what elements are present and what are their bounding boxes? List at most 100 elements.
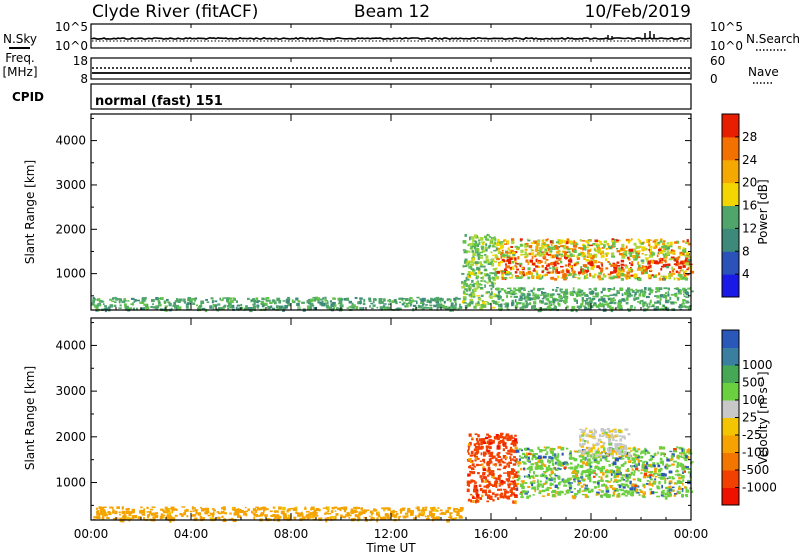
echo-cell [531, 252, 535, 256]
echo-cell [626, 490, 630, 494]
echo-cell [573, 478, 576, 481]
echo-cell [649, 239, 652, 241]
echo-cell [637, 267, 642, 269]
echo-cell [621, 435, 626, 439]
echo-cell [502, 448, 505, 452]
echo-cell [405, 515, 409, 518]
echo-cell [538, 277, 542, 280]
echo-cell [567, 477, 571, 481]
echo-cell [369, 305, 371, 308]
echo-cell [276, 514, 279, 517]
echo-cell [535, 253, 537, 257]
echo-cell [334, 515, 337, 518]
echo-cell [539, 250, 542, 253]
echo-cell [432, 506, 436, 510]
echo-cell [455, 297, 458, 300]
echo-cell [211, 300, 214, 304]
echo-cell [505, 456, 508, 459]
echo-cell [477, 472, 480, 475]
echo-cell [495, 477, 498, 481]
echo-cell [482, 301, 485, 305]
echo-cell [489, 442, 493, 445]
echo-cell [530, 289, 533, 293]
echo-cell [605, 248, 608, 250]
echo-cell [618, 239, 621, 242]
echo-cell [528, 475, 531, 480]
echo-cell [333, 517, 337, 520]
echo-cell [659, 261, 664, 264]
echo-cell [151, 512, 154, 516]
sky-right-tick-top: 10^5 [710, 20, 743, 34]
echo-cell [500, 255, 503, 259]
echo-cell [580, 431, 583, 433]
echo-cell [514, 251, 518, 254]
echo-cell [155, 512, 159, 515]
echo-cell [493, 436, 497, 440]
echo-cell [439, 509, 443, 512]
echo-cell [576, 294, 579, 297]
echo-cell [658, 481, 661, 485]
echo-cell [641, 262, 645, 264]
echo-cell [511, 299, 514, 304]
echo-cell [500, 479, 504, 483]
echo-cell [468, 302, 471, 306]
echo-cell [509, 257, 513, 261]
echo-cell [595, 292, 599, 296]
echo-cell [464, 250, 468, 254]
echo-cell [278, 515, 282, 519]
echo-cell [562, 276, 566, 279]
echo-cell [502, 495, 505, 499]
echo-cell [582, 438, 585, 442]
echo-cell [556, 287, 559, 289]
echo-cell [481, 241, 485, 243]
echo-cell [292, 300, 296, 304]
echo-cell [614, 489, 617, 492]
echo-cell [538, 491, 542, 495]
echo-cell [465, 293, 468, 296]
echo-cell [447, 306, 452, 309]
echo-cell [569, 291, 573, 295]
x-tick-label: 12:00 [374, 527, 409, 541]
echo-cell [184, 509, 187, 513]
echo-cell [594, 287, 597, 291]
echo-cell [467, 445, 471, 448]
echo-cell [476, 295, 481, 297]
echo-cell [650, 305, 655, 308]
echo-cell [620, 464, 625, 467]
echo-cell [543, 308, 548, 311]
echo-cell [578, 449, 582, 453]
echo-cell [476, 440, 480, 445]
echo-cell [527, 270, 531, 274]
sky-right-tick-bottom: 10^0 [710, 39, 743, 53]
echo-cell [546, 306, 551, 310]
echo-cell [252, 298, 255, 302]
echo-cell [583, 478, 586, 481]
echo-cell [319, 298, 323, 301]
echo-cell [683, 295, 686, 298]
echo-cell [536, 243, 540, 246]
echo-cell [119, 304, 122, 307]
echo-cell [93, 516, 97, 519]
echo-cell [157, 299, 161, 303]
echo-cell [489, 292, 493, 296]
echo-cell [496, 287, 500, 291]
echo-cell [538, 484, 541, 488]
echo-cell [579, 464, 584, 469]
echo-cell [675, 483, 678, 485]
echo-cell [599, 298, 603, 300]
echo-cell [684, 291, 688, 294]
echo-cell [652, 274, 657, 278]
echo-cell [382, 306, 386, 308]
echo-cell [619, 304, 623, 308]
echo-cell [346, 307, 350, 309]
echo-cell [651, 252, 655, 256]
echo-cell [604, 458, 607, 461]
echo-cell [642, 292, 646, 297]
echo-cell [285, 299, 288, 303]
echo-cell [507, 496, 510, 499]
echo-cell [619, 307, 623, 311]
echo-cell [166, 298, 169, 301]
echo-cell [483, 473, 486, 476]
echo-cell [426, 518, 430, 521]
echo-cell [518, 302, 522, 305]
